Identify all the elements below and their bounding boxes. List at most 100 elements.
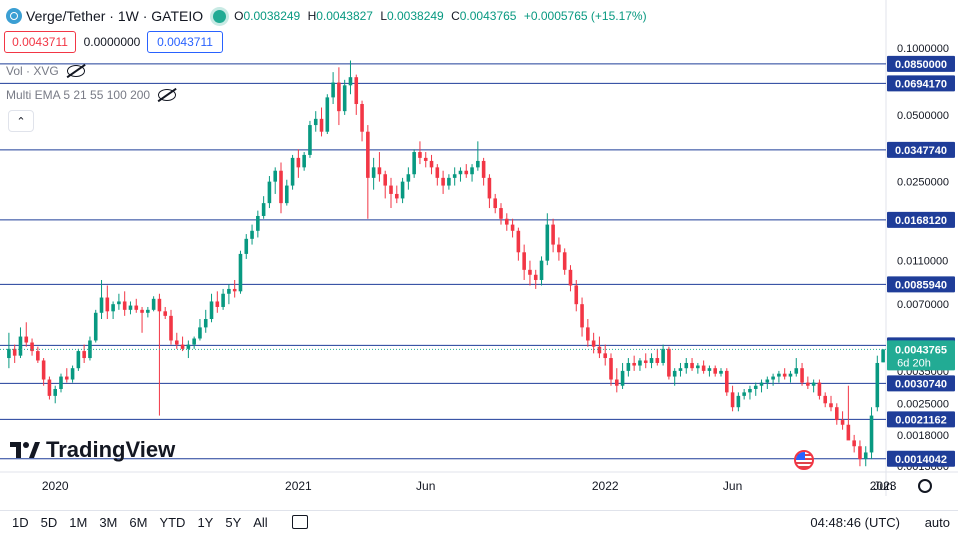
range-1d[interactable]: 1D <box>12 514 29 530</box>
collapse-legend-button[interactable]: ⌃ <box>8 110 34 132</box>
candle-body <box>574 285 579 305</box>
utc-clock[interactable]: 04:48:46 (UTC) <box>810 514 900 530</box>
bottom-toolbar: 1D 5D 1M 3M 6M YTD 1Y 5Y All 04:48:46 (U… <box>0 510 958 533</box>
candle-body <box>626 362 631 371</box>
x-tick-label: Jun <box>723 479 742 493</box>
candle-body <box>203 319 208 328</box>
candle-body <box>441 177 445 186</box>
candle-body <box>858 446 862 460</box>
level-price-tag <box>887 141 955 158</box>
candle-body <box>163 311 168 316</box>
candle-body <box>510 224 515 231</box>
candle-body <box>869 415 874 453</box>
candle-body <box>157 298 162 312</box>
last-price-label: 0.0043765 <box>895 344 947 356</box>
candle-body <box>313 118 318 126</box>
candle-body <box>823 395 828 404</box>
candle-body <box>852 440 856 447</box>
candle-body <box>643 360 648 363</box>
candle-body <box>331 82 335 98</box>
candle-body <box>782 373 787 377</box>
candle-body <box>620 370 625 386</box>
candle-body <box>568 269 573 286</box>
candle-body <box>319 118 324 132</box>
tradingview-logo[interactable]: TradingView <box>10 437 175 463</box>
candle-body <box>730 392 735 408</box>
candle-body <box>817 382 822 396</box>
candle-body <box>562 252 567 270</box>
candle-body <box>504 218 509 225</box>
candle-body <box>614 379 619 386</box>
candle-body <box>539 260 544 280</box>
eye-hidden-icon[interactable] <box>158 89 177 101</box>
range-1y[interactable]: 1Y <box>197 514 214 530</box>
symbol-title[interactable]: Verge/Tether · 1W · GATEIO <box>26 8 204 24</box>
candle-body <box>719 370 723 374</box>
candle-body <box>423 157 428 161</box>
range-5y[interactable]: 5Y <box>225 514 242 530</box>
chart-header: Verge/Tether · 1W · GATEIO O0.0038249 H0… <box>6 6 651 26</box>
candle-body <box>186 344 191 349</box>
ema-indicator-legend[interactable]: Multi EMA 5 21 55 100 200 <box>6 88 177 102</box>
candle-body <box>591 340 596 347</box>
eye-hidden-icon[interactable] <box>66 65 85 77</box>
candle-body <box>470 167 474 175</box>
candle-body <box>464 170 469 175</box>
candle-body <box>209 301 214 320</box>
candle-body <box>771 376 775 380</box>
level-price-label: 0.0014042 <box>895 454 947 466</box>
candle-body <box>840 420 845 425</box>
candle-body <box>215 301 220 307</box>
candle-body <box>360 104 364 132</box>
x-tick-label: Jun <box>873 479 892 493</box>
candle-body <box>684 362 689 369</box>
level-price-label: 0.0694170 <box>895 78 947 90</box>
candle-body <box>151 298 156 310</box>
candle-body <box>7 348 11 359</box>
range-3m[interactable]: 3M <box>99 514 118 530</box>
candle-body <box>174 340 179 345</box>
auto-scale-button[interactable]: auto <box>924 514 950 530</box>
range-6m[interactable]: 6M <box>129 514 148 530</box>
candle-body <box>499 208 503 219</box>
range-1m[interactable]: 1M <box>69 514 88 530</box>
candle-body <box>325 97 330 132</box>
ohlc-high: 0.0043827 <box>316 9 373 23</box>
ema-indicator-label: Multi EMA 5 21 55 100 200 <box>6 88 151 102</box>
candle-body <box>713 368 718 374</box>
candle-body <box>76 351 81 369</box>
candle-body <box>811 382 816 386</box>
y-tick-label: 0.0110000 <box>897 256 948 268</box>
candle-body <box>117 301 121 305</box>
candle-body <box>221 293 225 307</box>
range-all[interactable]: All <box>253 514 268 530</box>
range-5d[interactable]: 5D <box>40 514 58 530</box>
ohlc-key: C <box>451 9 460 23</box>
volume-indicator-legend[interactable]: Vol · XVG <box>6 64 85 78</box>
candle-body <box>429 160 434 168</box>
candle-body <box>649 358 654 363</box>
gear-icon[interactable] <box>918 479 932 493</box>
sell-price-button[interactable]: 0.0043711 <box>4 31 76 53</box>
candle-body <box>337 82 341 112</box>
y-tick-label: 0.0018000 <box>897 430 949 442</box>
candle-body <box>834 407 839 421</box>
candle-body <box>256 215 260 231</box>
us-flag-event-icon[interactable] <box>794 450 814 470</box>
spread-value: 0.0000000 <box>83 35 141 49</box>
calendar-icon[interactable] <box>291 515 308 529</box>
volume-indicator-label: Vol · XVG <box>6 64 59 78</box>
level-price-tag <box>887 375 955 392</box>
candle-body <box>753 385 758 389</box>
level-price-tag <box>887 450 955 467</box>
candle-body <box>400 181 405 199</box>
buy-price-button[interactable]: 0.0043711 <box>147 31 223 53</box>
candle-body <box>458 170 463 175</box>
ohlc-key: O <box>234 9 244 23</box>
y-tick-label: 0.0025000 <box>897 398 949 410</box>
candle-body <box>250 230 254 239</box>
range-ytd[interactable]: YTD <box>159 514 186 530</box>
candle-body <box>586 327 590 341</box>
candle-body <box>169 315 173 341</box>
